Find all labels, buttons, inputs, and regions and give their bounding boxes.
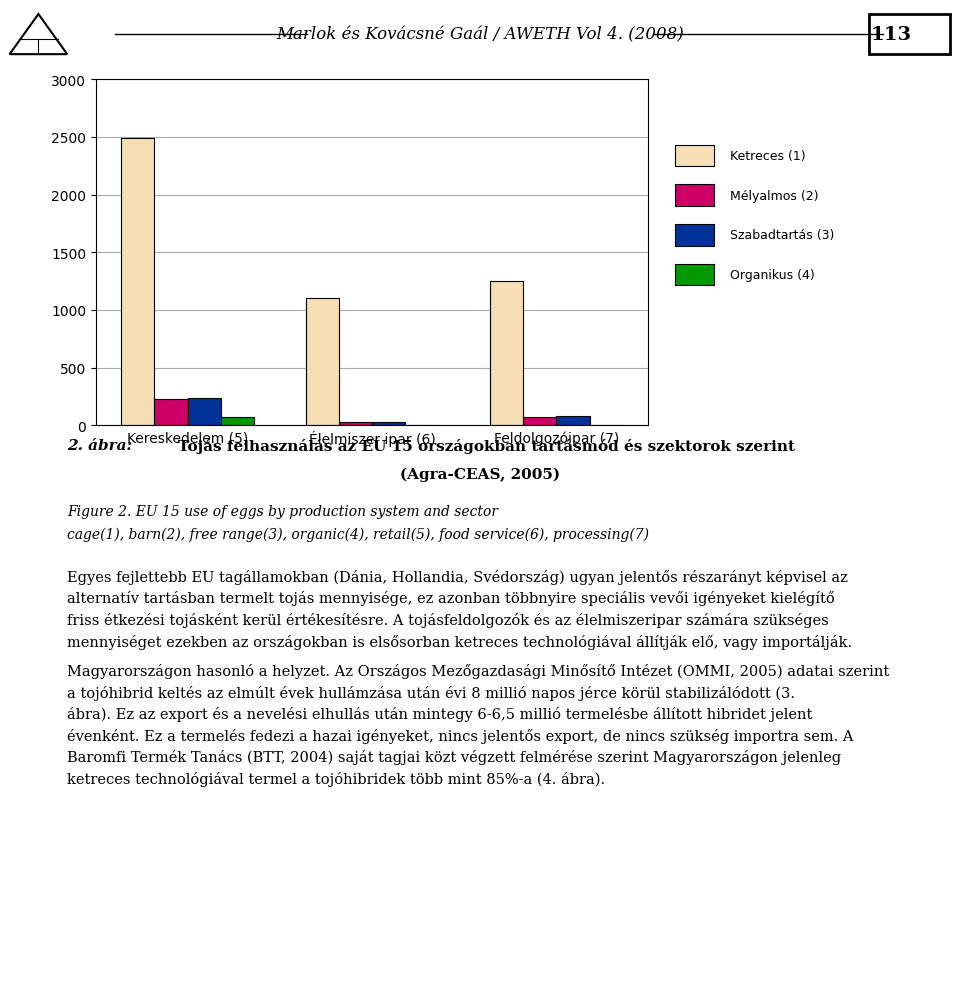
Bar [372,423,405,426]
Text: 2. ábra:: 2. ábra: [67,439,132,453]
Bar [676,185,714,206]
Bar [305,299,339,426]
Text: Egyes fejlettebb EU tagállamokban (Dánia, Hollandia, Svédország) ugyan jelentős : Egyes fejlettebb EU tagállamokban (Dánia… [67,569,852,649]
Text: Mélyalmos (2): Mélyalmos (2) [730,189,818,202]
Bar [155,400,187,426]
Text: (Agra-CEAS, 2005): (Agra-CEAS, 2005) [400,467,560,481]
Text: Marlok és Kovácsné Gaál / AWETH Vol 4. (2008): Marlok és Kovácsné Gaál / AWETH Vol 4. (… [276,27,684,43]
Text: 113: 113 [871,26,912,44]
Text: Ketreces (1): Ketreces (1) [730,150,805,162]
Bar [121,139,155,426]
Text: Szabadtartás (3): Szabadtartás (3) [730,229,834,242]
Text: Magyarországon hasonló a helyzet. Az Országos Mezőgazdasági Minősítő Intézet (OM: Magyarországon hasonló a helyzet. Az Ors… [67,663,890,787]
Text: Organikus (4): Organikus (4) [730,269,814,282]
Text: Tojás felhasználás az EU 15 országokban tartásmód és szektorok szerint: Tojás felhasználás az EU 15 országokban … [178,439,795,454]
Bar [339,423,372,426]
Bar [221,418,254,426]
Bar [187,398,221,426]
Bar [490,282,523,426]
Bar [557,417,589,426]
Text: cage(1), barn(2), free range(3), organic(4), retail(5), food service(6), process: cage(1), barn(2), free range(3), organic… [67,527,649,541]
Bar [523,417,557,426]
Bar [869,15,950,55]
Bar [676,145,714,167]
Bar [676,224,714,246]
Bar [676,265,714,287]
Text: Figure 2. EU 15 use of eggs by production system and sector: Figure 2. EU 15 use of eggs by productio… [67,504,498,518]
